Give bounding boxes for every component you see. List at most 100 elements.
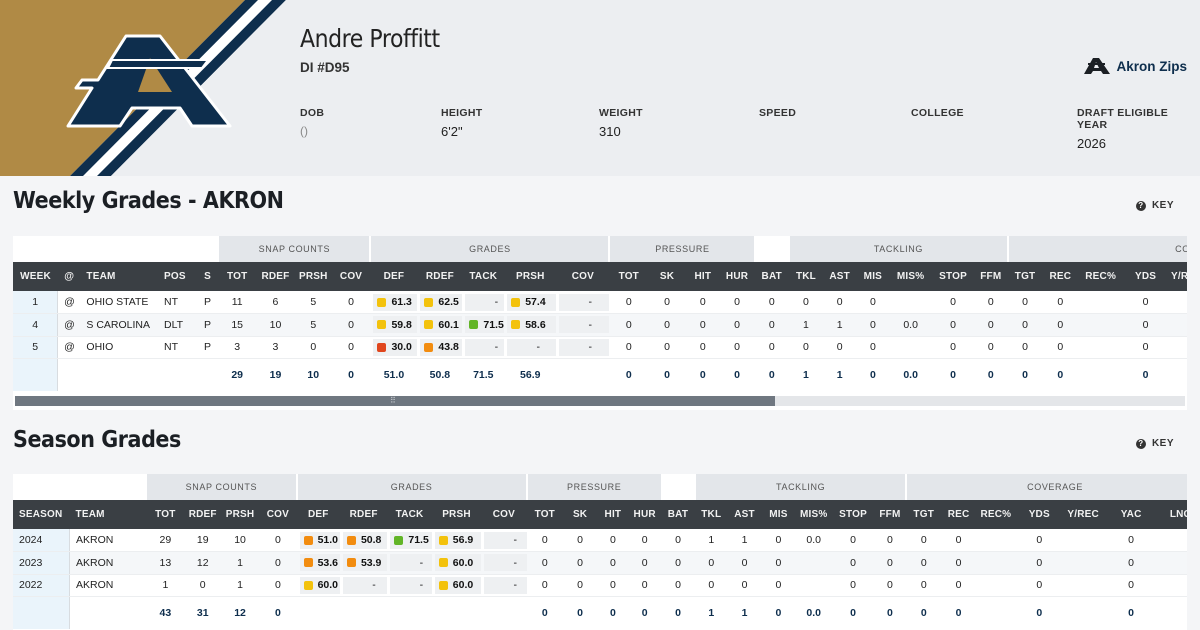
- team-link[interactable]: Akron Zips: [1084, 58, 1187, 74]
- col-header-cov[interactable]: COV: [331, 262, 371, 291]
- col-header-tgt[interactable]: TGT: [1007, 262, 1043, 291]
- total-mis: 0: [761, 596, 796, 629]
- scrollbar-thumb[interactable]: [15, 396, 775, 406]
- col-header-prsh[interactable]: PRSH: [220, 500, 260, 529]
- cell-bat: 0: [754, 291, 790, 314]
- col-header-hur[interactable]: HUR: [628, 500, 661, 529]
- cell-ast: 0: [727, 551, 762, 575]
- col-header-hit[interactable]: HIT: [685, 262, 720, 291]
- col-header-season[interactable]: SEASON: [13, 500, 70, 529]
- table-row[interactable]: 4 @ S CAROLINA DLT P 15 10 5 0 59.8 60.1 71.5 58.6-0…: [13, 313, 1187, 337]
- col-header-s[interactable]: S: [196, 262, 219, 291]
- col-header-yds[interactable]: YDS: [1016, 500, 1063, 529]
- total-yds: 0: [1016, 596, 1063, 629]
- col-header-prsh[interactable]: PRSH: [504, 262, 557, 291]
- col-header-prsh[interactable]: PRSH: [294, 262, 332, 291]
- cell-sk: 0: [648, 291, 686, 314]
- col-header-tack[interactable]: TACK: [462, 262, 505, 291]
- col-header-prsh[interactable]: PRSH: [431, 500, 482, 529]
- col-header-rec-pct[interactable]: REC%: [975, 500, 1017, 529]
- col-header-team[interactable]: TEAM: [69, 500, 147, 529]
- total-rec-pct: [1078, 358, 1124, 391]
- col-header-tgt[interactable]: TGT: [906, 500, 942, 529]
- col-header-cov[interactable]: COV: [481, 500, 527, 529]
- col-header-y-rec[interactable]: Y/REC: [1168, 262, 1187, 291]
- grade-chip: -: [484, 531, 527, 549]
- col-header-ffm[interactable]: FFM: [973, 262, 1008, 291]
- table-row[interactable]: 2024 AKRON 29 19 10 0 51.0 50.8 71.5 56.9-0 0 0 0 0 1 1…: [13, 529, 1187, 552]
- col-header-ffm[interactable]: FFM: [873, 500, 907, 529]
- cell-team[interactable]: OHIO: [80, 336, 159, 359]
- cell-rdef: 12: [184, 551, 221, 575]
- col-header-rec-pct[interactable]: REC%: [1078, 262, 1124, 291]
- col-header-y-rec[interactable]: Y/REC: [1062, 500, 1104, 529]
- col-header-tot[interactable]: TOT: [218, 262, 257, 291]
- grade-chip: -: [342, 576, 388, 594]
- col-header-bat[interactable]: BAT: [754, 262, 790, 291]
- col-header-hit[interactable]: HIT: [597, 500, 629, 529]
- col-header-mis[interactable]: MIS: [856, 262, 890, 291]
- total-mis: 0: [856, 358, 890, 391]
- col-header-stop[interactable]: STOP: [832, 500, 874, 529]
- cell-ast: 1: [727, 529, 762, 552]
- grade-color-icon: [303, 580, 313, 590]
- cell-team[interactable]: OHIO STATE: [80, 291, 159, 314]
- cell-prsh: 5: [294, 291, 332, 314]
- col-header-ast[interactable]: AST: [727, 500, 762, 529]
- col-header-rec[interactable]: REC: [1042, 262, 1079, 291]
- cell-hit: 0: [597, 551, 629, 575]
- total-yac: 0: [1103, 596, 1159, 629]
- col-header-rec[interactable]: REC: [941, 500, 976, 529]
- col-header-cov[interactable]: COV: [556, 262, 610, 291]
- col-header-sk[interactable]: SK: [562, 500, 598, 529]
- col-header-sk[interactable]: SK: [648, 262, 686, 291]
- grade-chip: 30.0: [373, 338, 418, 356]
- cell-season: 2023: [13, 551, 70, 575]
- col-header-tot[interactable]: TOT: [609, 262, 649, 291]
- col-header-pos[interactable]: POS: [158, 262, 197, 291]
- col-header-rdef[interactable]: RDEF: [184, 500, 221, 529]
- cell-rdef: 0: [184, 574, 221, 597]
- col-header-tkl[interactable]: TKL: [789, 262, 823, 291]
- col-header-mis-pct[interactable]: MIS%: [795, 500, 833, 529]
- table-row[interactable]: 2022 AKRON 1 0 1 0 60.0- -60.0-0 0 0 0 0 0 0 0 0 0 0 0 0 0: [13, 574, 1187, 597]
- col-header-team[interactable]: TEAM: [80, 262, 159, 291]
- col-header-tot[interactable]: TOT: [146, 500, 185, 529]
- grade-chip: -: [559, 316, 610, 334]
- table-row[interactable]: 1 @ OHIO STATE NT P 11 6 5 0 61.3 62.5-57.4-0 0 0 0 0 0…: [13, 291, 1187, 314]
- col-header-hur[interactable]: HUR: [719, 262, 755, 291]
- col-header-stop[interactable]: STOP: [932, 262, 974, 291]
- table-row[interactable]: 5 @ OHIO NT P 3 3 0 0 30.0 43.8- - -0 0 0 0 0 0 0 0 0 0 0 0 0: [13, 336, 1187, 359]
- cell-team[interactable]: S CAROLINA: [80, 313, 159, 337]
- col-header-at[interactable]: @: [57, 262, 81, 291]
- col-header-week[interactable]: WEEK: [13, 262, 58, 291]
- col-header-def[interactable]: DEF: [296, 500, 340, 529]
- season-key-button[interactable]: ? KEY: [1135, 438, 1174, 449]
- col-header-lng[interactable]: LNG: [1158, 500, 1187, 529]
- col-header-mis-pct[interactable]: MIS%: [889, 262, 933, 291]
- col-header-rdef[interactable]: RDEF: [256, 262, 295, 291]
- cell-tot: 15: [218, 313, 257, 337]
- cell-mis-pct: [795, 551, 833, 575]
- col-header-bat[interactable]: BAT: [660, 500, 696, 529]
- col-header-yds[interactable]: YDS: [1123, 262, 1169, 291]
- col-header-tkl[interactable]: TKL: [695, 500, 728, 529]
- col-header-cov[interactable]: COV: [259, 500, 297, 529]
- col-header-tack[interactable]: TACK: [387, 500, 432, 529]
- grade-chip: 56.9: [434, 531, 482, 549]
- grade-color-icon: [377, 297, 387, 307]
- group-coverage: COVE: [1006, 236, 1187, 262]
- col-header-mis[interactable]: MIS: [761, 500, 796, 529]
- col-header-yac[interactable]: YAC: [1103, 500, 1159, 529]
- weekly-key-button[interactable]: ? KEY: [1135, 200, 1174, 211]
- col-header-tot[interactable]: TOT: [526, 500, 563, 529]
- cell-s: P: [196, 313, 219, 337]
- col-header-def[interactable]: DEF: [370, 262, 418, 291]
- weekly-horizontal-scrollbar[interactable]: ⠿: [15, 396, 1185, 406]
- col-header-rdef[interactable]: RDEF: [417, 262, 463, 291]
- grade-chip: 50.8: [342, 531, 388, 549]
- table-row[interactable]: 2023 AKRON 13 12 1 0 53.6 53.9-60.0-0 0 0 0 0 0 0 0 0 0 0…: [13, 551, 1187, 575]
- cell-ast: 1: [822, 313, 857, 337]
- col-header-rdef[interactable]: RDEF: [339, 500, 388, 529]
- col-header-ast[interactable]: AST: [822, 262, 857, 291]
